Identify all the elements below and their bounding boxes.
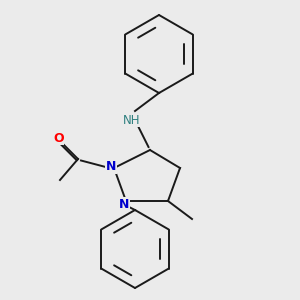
Text: NH: NH xyxy=(123,113,141,127)
Text: N: N xyxy=(106,160,116,173)
Text: O: O xyxy=(53,131,64,145)
Text: N: N xyxy=(119,197,130,211)
